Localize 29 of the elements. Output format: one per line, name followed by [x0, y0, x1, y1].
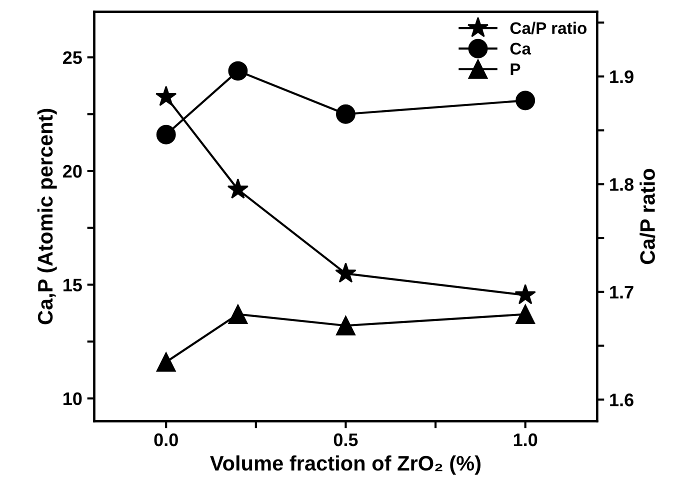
point	[335, 262, 356, 283]
x-axis-title: Volume fraction of ZrO₂ (%)	[210, 455, 480, 475]
y2-tick-label: 1.8	[610, 178, 634, 191]
y2-tick-label: 1.9	[610, 70, 634, 84]
point	[156, 352, 176, 372]
y-tick-label: 15	[64, 278, 82, 292]
point	[228, 304, 248, 324]
y-tick-label: 10	[64, 392, 82, 406]
point	[228, 61, 248, 81]
x-tick-label: 0.5	[334, 433, 358, 446]
point	[514, 284, 536, 304]
point	[156, 124, 176, 144]
y2-tick-label: 1.7	[610, 286, 634, 298]
point	[336, 316, 356, 336]
point	[227, 178, 249, 199]
y2-axis-title: Ca/P ratio	[640, 168, 656, 264]
point	[156, 86, 177, 106]
point	[516, 304, 536, 324]
y-axis-title: Ca,P (Atomic percent)	[37, 108, 57, 324]
legend-label: Ca	[510, 42, 532, 55]
y2-tick-label: 1.6	[610, 394, 634, 406]
point	[336, 104, 356, 124]
legend-label: P	[510, 63, 520, 75]
x-tick-label: 0.0	[154, 433, 178, 446]
y-tick-label: 25	[62, 51, 82, 64]
x-tick-label: 1.0	[514, 433, 538, 446]
y-tick-label: 20	[62, 164, 82, 178]
point	[516, 90, 536, 110]
legend-label: Ca/P ratio	[510, 22, 587, 34]
